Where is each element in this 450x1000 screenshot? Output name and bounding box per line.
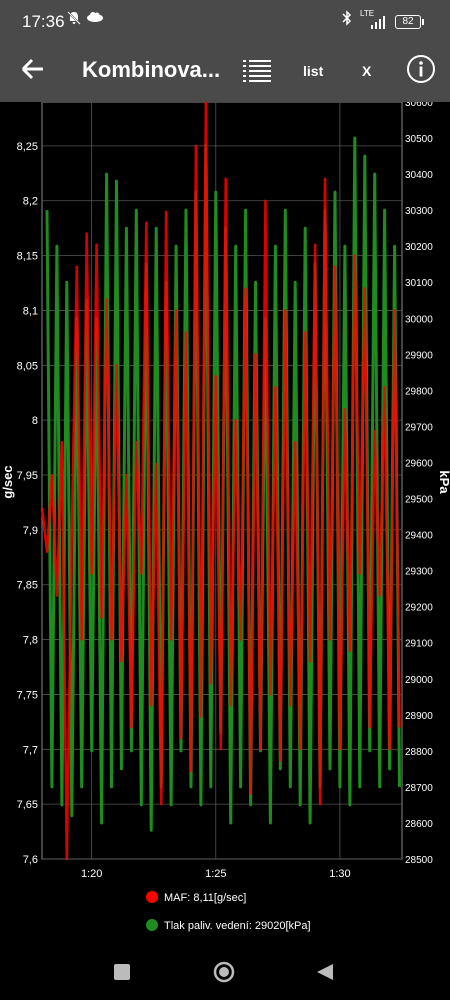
left-tick-label: 7,7 xyxy=(23,744,38,756)
right-tick-label: 29800 xyxy=(405,386,433,397)
x-tick-label: 1:20 xyxy=(81,868,102,880)
right-tick-label: 29000 xyxy=(405,675,433,686)
right-tick-label: 28600 xyxy=(405,819,433,830)
x-tick-label: 1:25 xyxy=(205,868,226,880)
right-tick-label: 29500 xyxy=(405,495,433,506)
left-tick-label: 7,75 xyxy=(17,689,38,701)
close-button[interactable]: X xyxy=(362,63,372,79)
left-tick-label: 8,2 xyxy=(23,196,38,208)
left-tick-label: 7,85 xyxy=(17,580,38,592)
right-tick-label: 30500 xyxy=(405,134,433,145)
cloud-icon xyxy=(86,10,104,28)
right-tick-label: 29900 xyxy=(405,350,433,361)
combined-chart: 7,6 7,65 7,7 7,75 7,8 7,85 7,9 7,95 8 8,05 8,1 8,15… xyxy=(0,102,450,932)
left-tick-label: 7,9 xyxy=(23,525,38,537)
right-tick-label: 28700 xyxy=(405,783,433,794)
left-tick-label: 7,6 xyxy=(23,854,38,866)
legend-marker xyxy=(146,919,158,931)
maf-series-line xyxy=(40,102,401,861)
bluetooth-icon xyxy=(342,10,352,30)
right-tick-label: 29600 xyxy=(405,458,433,469)
back-triangle-icon[interactable] xyxy=(316,963,334,986)
right-tick-label: 29700 xyxy=(405,422,433,433)
chart-axes: 7,6 7,65 7,7 7,75 7,8 7,85 7,9 7,95 8 8,05 8,1 8,15… xyxy=(0,102,450,880)
bell-off-icon xyxy=(66,10,82,30)
left-tick-label: 8,1 xyxy=(23,305,38,317)
right-tick-label: 30000 xyxy=(405,314,433,325)
legend-label: MAF: 8,11[g/sec] xyxy=(164,892,246,904)
page-title: Kombinova... xyxy=(82,57,221,82)
right-tick-label: 29300 xyxy=(405,567,433,578)
left-tick-label: 8,15 xyxy=(17,251,38,263)
app-bar: Kombinova... list X xyxy=(0,40,450,102)
right-tick-label: 28500 xyxy=(405,855,433,866)
left-tick-label: 8 xyxy=(32,415,38,427)
right-tick-label: 30300 xyxy=(405,206,433,217)
right-tick-label: 28800 xyxy=(405,747,433,758)
info-icon[interactable] xyxy=(406,54,436,84)
back-arrow-icon[interactable] xyxy=(18,54,48,84)
legend-label: Tlak paliv. vedení: 29020[kPa] xyxy=(164,920,311,932)
legend-marker xyxy=(146,891,158,903)
right-tick-label: 29100 xyxy=(405,639,433,650)
status-bar: 17:36 LTE 82 xyxy=(0,0,450,40)
status-time: 17:36 xyxy=(22,12,65,31)
left-tick-label: 7,95 xyxy=(17,470,38,482)
left-tick-label: 7,8 xyxy=(23,635,38,647)
x-tick-label: 1:30 xyxy=(329,868,350,880)
list-button[interactable]: list xyxy=(303,63,324,79)
left-tick-label: 8,05 xyxy=(17,360,38,372)
battery-icon: 82 xyxy=(395,15,424,29)
chart-legend: MAF: 8,11[g/sec] Tlak paliv. vedení: 2902… xyxy=(146,891,311,932)
right-axis-label: kPa xyxy=(437,470,450,494)
chart-series xyxy=(40,102,401,861)
left-axis-label: g/sec xyxy=(0,465,15,498)
right-tick-label: 30600 xyxy=(405,102,433,109)
right-tick-label: 30100 xyxy=(405,278,433,289)
right-tick-label: 30200 xyxy=(405,242,433,253)
signal-icon xyxy=(369,15,389,29)
network-type: LTE xyxy=(360,9,375,18)
home-circle-icon[interactable] xyxy=(213,961,235,988)
battery-level: 82 xyxy=(402,16,414,27)
right-tick-label: 29400 xyxy=(405,531,433,542)
left-tick-label: 8,25 xyxy=(17,141,38,153)
left-tick-label: 7,65 xyxy=(17,799,38,811)
right-tick-label: 29200 xyxy=(405,603,433,614)
recents-square-icon[interactable] xyxy=(114,964,130,985)
list-lines-icon[interactable] xyxy=(242,59,272,83)
right-tick-label: 30400 xyxy=(405,170,433,181)
system-nav-bar xyxy=(0,940,450,1000)
right-tick-label: 28900 xyxy=(405,711,433,722)
